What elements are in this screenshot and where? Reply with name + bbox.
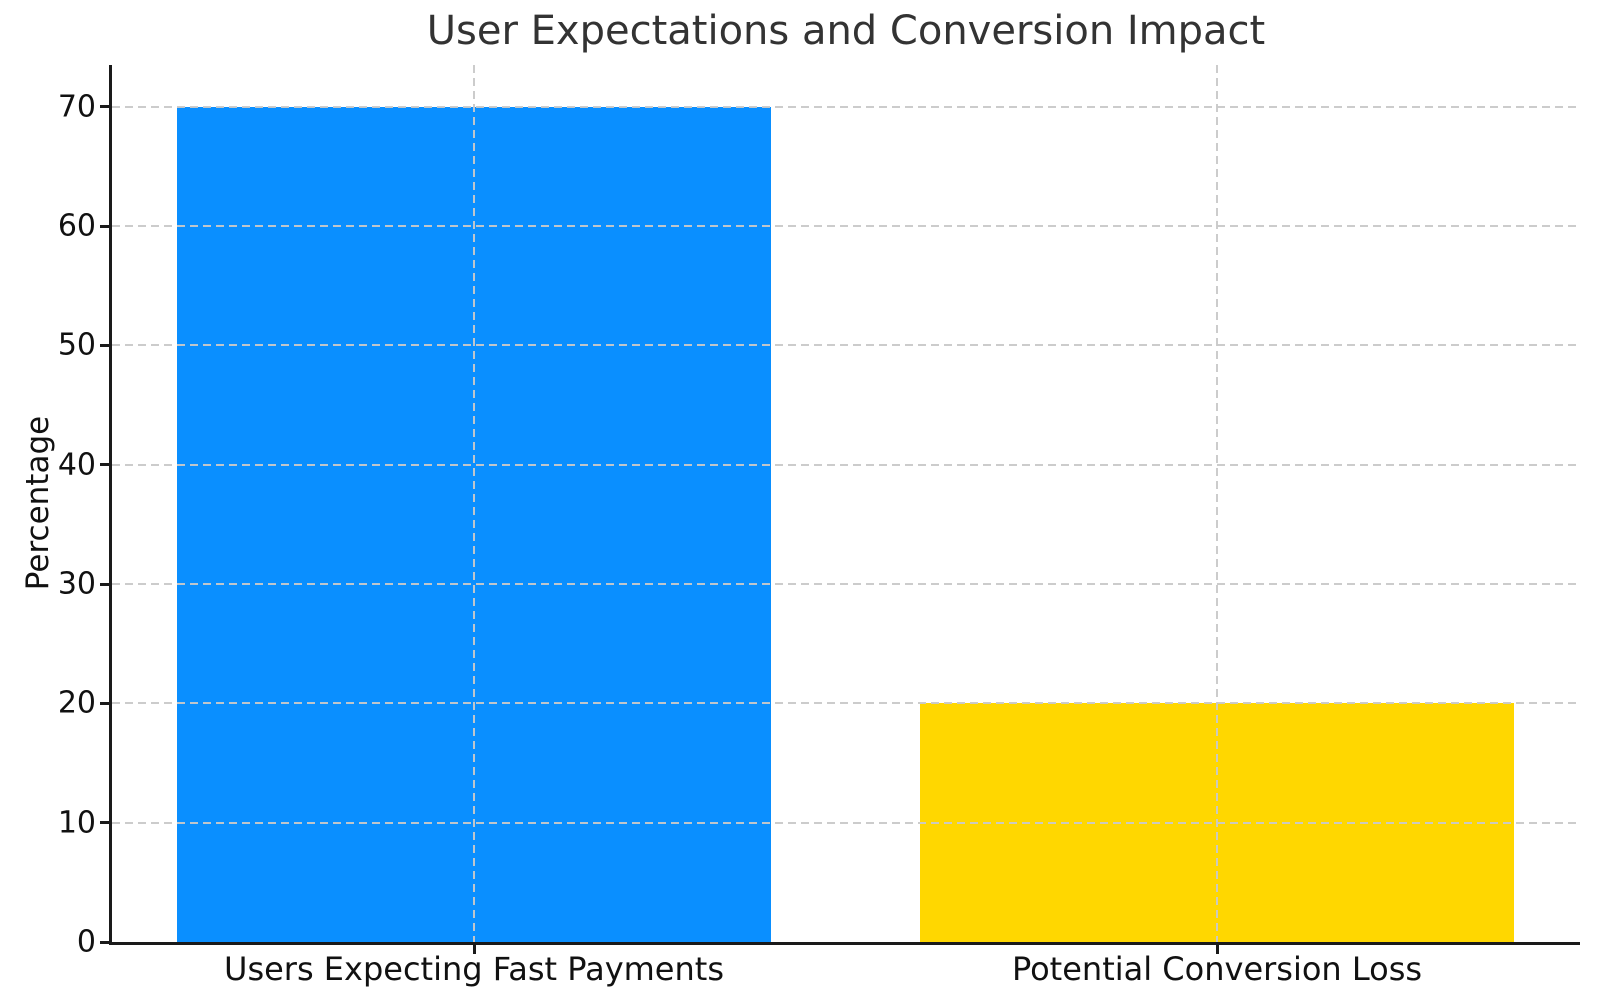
y-gridline <box>112 702 1580 705</box>
x-axis-spine <box>109 942 1580 945</box>
y-tick-label: 40 <box>57 447 96 483</box>
y-tick <box>100 343 109 347</box>
y-gridline <box>112 105 1580 108</box>
y-tick <box>100 224 109 228</box>
y-tick <box>100 940 109 944</box>
y-tick-label: 50 <box>57 327 96 363</box>
x-tick-label: Users Expecting Fast Payments <box>224 950 724 988</box>
y-tick-label: 30 <box>57 566 96 602</box>
y-tick <box>100 821 109 825</box>
y-tick-label: 70 <box>57 89 96 125</box>
y-tick-label: 0 <box>76 924 96 960</box>
y-gridline <box>112 344 1580 347</box>
y-gridline <box>112 463 1580 466</box>
x-gridline <box>1216 65 1218 942</box>
y-tick <box>100 463 109 467</box>
y-tick-label: 60 <box>57 208 96 244</box>
y-tick-label: 10 <box>57 805 96 841</box>
x-tick-label: Potential Conversion Loss <box>1011 950 1423 988</box>
y-tick <box>100 701 109 705</box>
y-gridline <box>112 583 1580 586</box>
chart-title: User Expectations and Conversion Impact <box>426 8 1266 54</box>
x-gridline <box>473 65 475 942</box>
y-gridline <box>112 821 1580 824</box>
x-tick <box>1215 945 1219 954</box>
y-tick <box>100 582 109 586</box>
x-tick <box>472 945 476 954</box>
y-tick <box>100 105 109 109</box>
y-axis-label: Percentage <box>20 415 56 591</box>
y-gridline <box>112 225 1580 228</box>
y-tick-label: 20 <box>57 685 96 721</box>
y-axis-spine <box>109 65 112 945</box>
